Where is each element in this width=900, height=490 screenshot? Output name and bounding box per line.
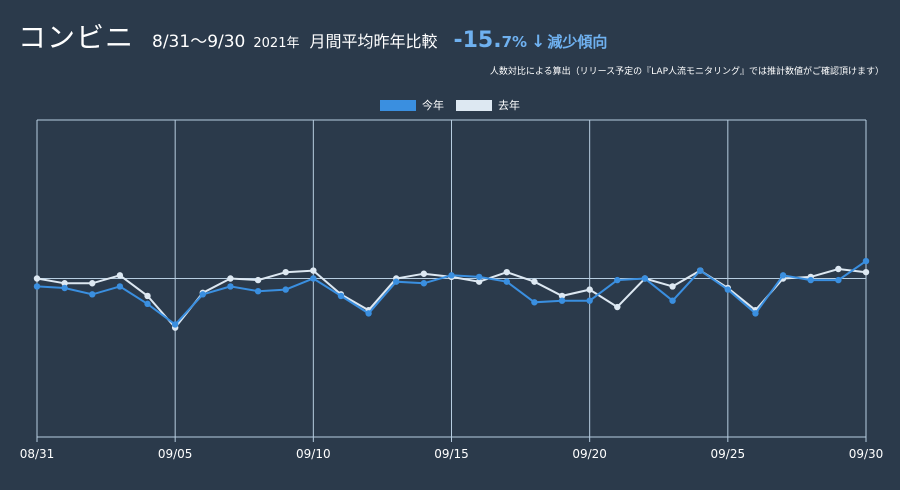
legend: 今年 去年 (0, 97, 900, 113)
data-point-this-year (199, 291, 206, 298)
trend-label: 減少傾向 (547, 33, 608, 51)
x-tick-label: 09/30 (849, 447, 884, 461)
data-point-last-year (586, 286, 593, 293)
data-point-last-year (862, 268, 870, 276)
data-point-this-year (337, 292, 345, 300)
data-point-this-year (254, 287, 262, 295)
legend-item-last-year[interactable]: 去年 (456, 97, 520, 113)
data-point-last-year (254, 276, 262, 284)
chart-header: コンビニ 8/31～9/30 2021年 月間平均昨年比較 -15. 7% ↓ 減… (18, 16, 607, 56)
data-point-last-year (558, 292, 566, 300)
data-point-this-year (171, 321, 179, 328)
data-point-last-year (669, 283, 676, 290)
x-tick-label: 09/10 (296, 447, 331, 461)
data-point-this-year (475, 273, 483, 281)
data-point-this-year (448, 272, 455, 279)
data-point-this-year (116, 283, 124, 290)
data-point-last-year (475, 278, 483, 285)
data-point-this-year (724, 286, 732, 293)
x-tick-label: 09/05 (158, 447, 193, 461)
data-point-this-year (365, 310, 372, 317)
data-point-this-year (33, 283, 41, 290)
date-range: 8/31～9/30 (152, 32, 246, 52)
data-point-last-year (531, 278, 538, 285)
data-point-this-year (586, 297, 593, 304)
legend-label-last-year: 去年 (498, 99, 520, 112)
chart-title: コンビニ (18, 21, 135, 54)
comparison-label: 月間平均昨年比較 (309, 32, 438, 51)
data-point-this-year (752, 310, 759, 317)
year-label: 2021年 (253, 36, 300, 51)
data-point-this-year (807, 276, 814, 284)
legend-label-this-year: 今年 (422, 99, 444, 112)
data-point-this-year (531, 299, 538, 306)
legend-swatch-this-year (380, 99, 416, 111)
data-point-this-year (835, 276, 842, 284)
data-point-last-year (89, 280, 96, 287)
data-point-last-year (614, 303, 621, 311)
data-point-last-year (61, 280, 68, 287)
data-point-last-year (310, 267, 317, 274)
data-point-this-year (862, 257, 870, 265)
data-point-this-year (393, 278, 400, 285)
data-point-this-year (697, 267, 704, 274)
data-point-this-year (310, 275, 317, 282)
data-point-this-year (669, 297, 676, 304)
data-point-this-year (503, 278, 510, 285)
data-point-last-year (420, 270, 428, 277)
data-point-last-year (33, 275, 41, 282)
data-point-this-year (779, 272, 787, 279)
data-point-last-year (503, 268, 510, 276)
x-tick-label: 08/31 (20, 447, 55, 461)
data-point-this-year (282, 286, 289, 293)
data-point-last-year (282, 268, 289, 276)
data-point-this-year (641, 275, 649, 282)
x-tick-label: 09/15 (434, 447, 469, 461)
data-point-last-year (227, 275, 234, 282)
data-point-this-year (420, 280, 428, 287)
legend-item-this-year[interactable]: 今年 (380, 97, 444, 113)
legend-swatch-last-year (456, 99, 492, 111)
data-point-this-year (558, 297, 566, 304)
data-point-this-year (227, 283, 234, 290)
x-tick-label: 09/25 (711, 447, 746, 461)
data-point-this-year (89, 291, 96, 298)
data-point-this-year (614, 276, 621, 284)
change-unit: 7% (501, 33, 528, 51)
data-point-last-year (835, 265, 842, 273)
data-point-this-year (144, 300, 151, 308)
change-value: -15. (453, 28, 502, 53)
note-text: 人数対比による算出（リリース予定の『LAP人流モニタリング』では推計数値がご確認… (489, 67, 884, 77)
data-point-this-year (61, 284, 68, 292)
data-point-last-year (144, 292, 151, 300)
arrow-down-icon: ↓ (531, 32, 546, 52)
x-tick-label: 09/20 (572, 447, 607, 461)
data-point-last-year (116, 272, 124, 279)
